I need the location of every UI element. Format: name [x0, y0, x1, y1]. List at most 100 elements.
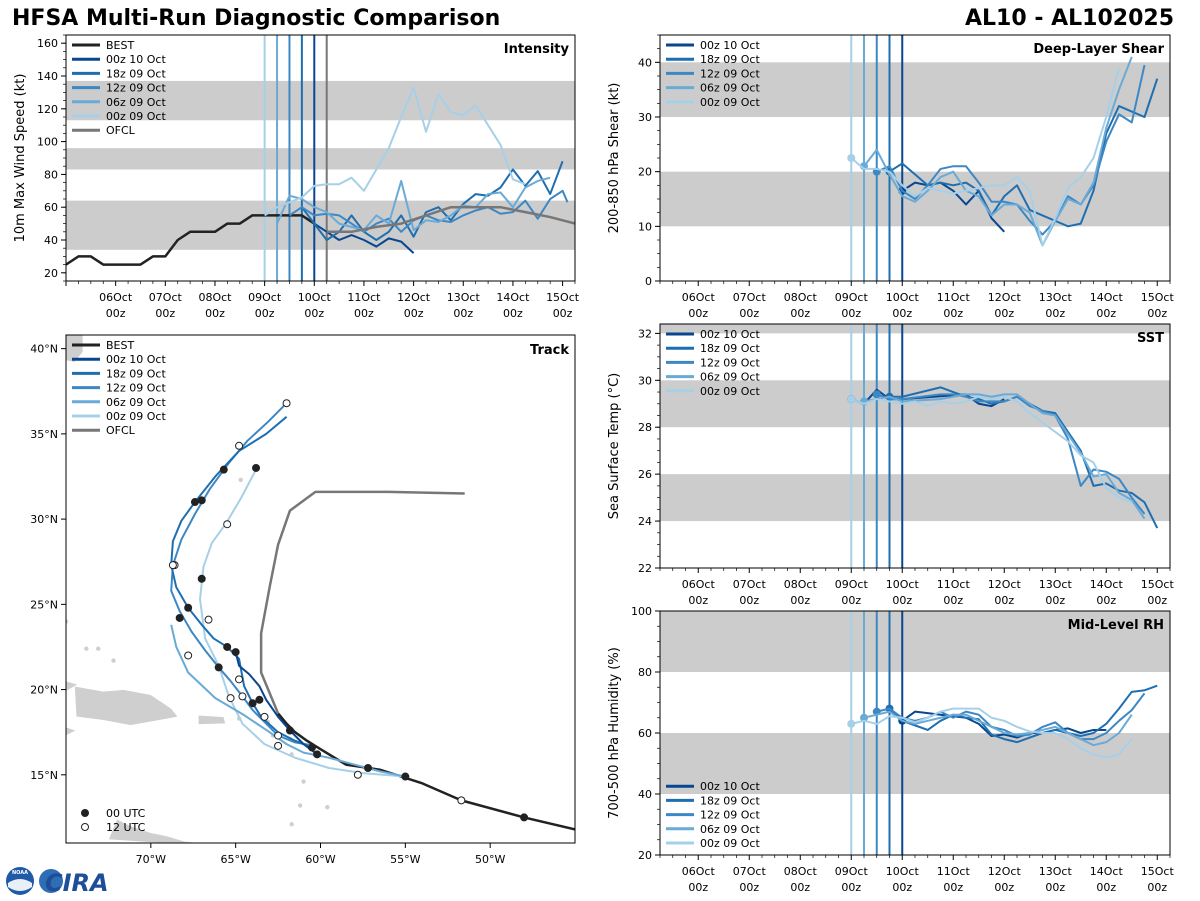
legend-label-18z-09-Oct: 18z 09 Oct [106, 67, 166, 80]
marker-12utc [204, 615, 213, 624]
marker-00utc [223, 642, 232, 651]
band-intensity-2 [66, 80, 575, 121]
ytick-label-shear: 20 [638, 166, 652, 179]
series-intensity-00z-09-Oct [264, 86, 526, 217]
xtick-sublabel-shear: 00z [739, 307, 759, 320]
xtick-sublabel-rh: 00z [841, 881, 861, 894]
xtick-label-track: 50°W [475, 853, 505, 866]
panel-title-shear: Deep-Layer Shear [1033, 42, 1164, 57]
band-shear-1 [660, 62, 1170, 117]
xtick-label-shear: 14Oct [1090, 291, 1124, 304]
xtick-label-intensity: 06Oct [99, 291, 133, 304]
ytick-label-intensity: 40 [44, 234, 58, 247]
legend-label-OFCL: OFCL [106, 124, 136, 137]
band-sst-2 [660, 324, 1170, 334]
legend-label-00z-09-Oct: 00z 09 Oct [700, 385, 760, 398]
marker-00utc [184, 603, 193, 612]
puerto-rico [198, 714, 226, 725]
xtick-sublabel-sst: 00z [688, 594, 708, 607]
legend-marker-00utc [81, 809, 89, 817]
ytick-label-track: 20°N [30, 684, 58, 697]
xtick-sublabel-intensity: 00z [404, 307, 424, 320]
marker-00utc [401, 772, 410, 781]
marker-00utc [364, 763, 373, 772]
xtick-sublabel-rh: 00z [790, 881, 810, 894]
xtick-label-sst: 15Oct [1141, 578, 1175, 591]
storm-id: AL10 - AL102025 [965, 6, 1174, 31]
legend-label-marker: 00 UTC [106, 807, 146, 820]
xtick-label-shear: 07Oct [733, 291, 767, 304]
xtick-sublabel-sst: 00z [1096, 594, 1116, 607]
legend-label-00z-10-Oct: 00z 10 Oct [700, 328, 760, 341]
marker-00utc [308, 743, 317, 752]
ytick-label-rh: 80 [638, 666, 652, 679]
xtick-sublabel-rh: 00z [943, 881, 963, 894]
track-00z-10-Oct [234, 651, 318, 756]
xtick-sublabel-shear: 00z [1147, 307, 1167, 320]
marker-00utc [520, 813, 529, 822]
start-dot-00z-09-Oct [847, 395, 856, 404]
track-BEST [277, 712, 575, 831]
series-intensity-BEST [66, 214, 315, 266]
xtick-sublabel-intensity: 00z [503, 307, 523, 320]
hispaniola [74, 685, 179, 726]
track-18z-09-Oct [170, 416, 313, 749]
xtick-sublabel-sst: 00z [1045, 594, 1065, 607]
series-rh-06z-09-Oct [863, 710, 1133, 747]
xtick-label-rh: 15Oct [1141, 865, 1175, 878]
series-sst-00z-09-Oct [850, 395, 1133, 504]
ytick-label-intensity: 160 [37, 37, 58, 50]
noaa-wave-icon [8, 879, 32, 891]
xtick-label-rh: 07Oct [733, 865, 767, 878]
xtick-label-intensity: 11Oct [347, 291, 381, 304]
ytick-label-sst: 30 [638, 374, 652, 387]
legend-label-00z-09-Oct: 00z 09 Oct [106, 410, 166, 423]
track-00z-09-Oct [199, 465, 406, 778]
island-9 [324, 804, 331, 811]
cira-logo: NOAA CIRA [5, 865, 115, 897]
ytick-label-intensity: 60 [44, 201, 58, 214]
xtick-sublabel-rh: 00z [1147, 881, 1167, 894]
xtick-sublabel-sst: 00z [994, 594, 1014, 607]
xtick-sublabel-shear: 00z [1045, 307, 1065, 320]
legend-label-06z-09-Oct: 06z 09 Oct [106, 96, 166, 109]
band-intensity-1 [66, 148, 575, 170]
island-11 [83, 645, 90, 652]
xtick-label-track: 60°W [305, 853, 335, 866]
xtick-sublabel-intensity: 00z [255, 307, 275, 320]
xtick-label-rh: 09Oct [835, 865, 869, 878]
ytick-label-rh: 20 [638, 849, 652, 862]
page-title: HFSA Multi-Run Diagnostic Comparison [12, 6, 501, 31]
marker-12utc [353, 770, 362, 779]
legend-label-00z-10-Oct: 00z 10 Oct [106, 53, 166, 66]
legend-label-00z-09-Oct: 00z 09 Oct [106, 110, 166, 123]
marker-12utc [168, 561, 177, 570]
xtick-label-sst: 10Oct [886, 578, 920, 591]
xtick-label-rh: 14Oct [1090, 865, 1124, 878]
marker-12utc [223, 520, 232, 529]
marker-00utc [248, 699, 257, 708]
legend-label-06z-09-Oct: 06z 09 Oct [700, 82, 760, 95]
xtick-sublabel-intensity: 00z [354, 307, 374, 320]
xtick-sublabel-sst: 00z [943, 594, 963, 607]
band-sst-0 [660, 474, 1170, 522]
marker-12utc [457, 796, 466, 805]
start-dot-00z-09-Oct [847, 719, 856, 728]
band-sst-1 [660, 380, 1170, 428]
start-dot-00z-09-Oct [847, 154, 856, 162]
xtick-sublabel-intensity: 00z [205, 307, 225, 320]
marker-00utc [197, 574, 206, 583]
marker-12utc [274, 731, 283, 740]
xtick-sublabel-rh: 00z [688, 881, 708, 894]
xtick-label-track: 65°W [220, 853, 250, 866]
island-4 [297, 802, 303, 809]
jamaica-edge [66, 726, 77, 736]
globe-icon [39, 869, 63, 893]
series-rh-18z-09-Oct [888, 684, 1158, 744]
cuba-tip [66, 680, 79, 692]
legend-label-00z-10-Oct: 00z 10 Oct [700, 780, 760, 793]
series-intensity-OFCL [326, 205, 575, 234]
xtick-sublabel-intensity: 00z [553, 307, 573, 320]
